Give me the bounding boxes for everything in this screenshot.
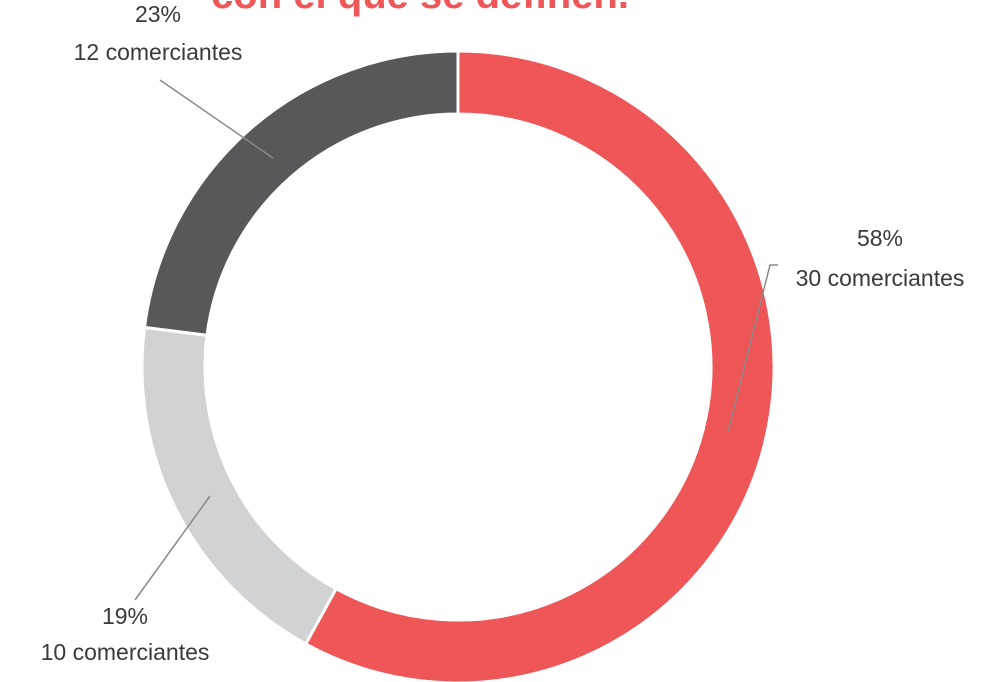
chart-title: con el que se definen. [211,0,629,17]
data-label: 19% [102,603,148,629]
data-label: 58% [857,225,903,251]
leader-line [134,495,211,601]
donut-segment [140,325,339,646]
data-label: 10 comerciantes [41,639,210,665]
data-label: 23% [135,1,181,27]
donut-segment [142,49,460,337]
leader-line [727,264,778,433]
donut-segment [303,49,776,682]
data-label: 12 comerciantes [74,39,243,65]
leader-line [159,79,274,159]
data-label: 30 comerciantes [796,265,965,291]
